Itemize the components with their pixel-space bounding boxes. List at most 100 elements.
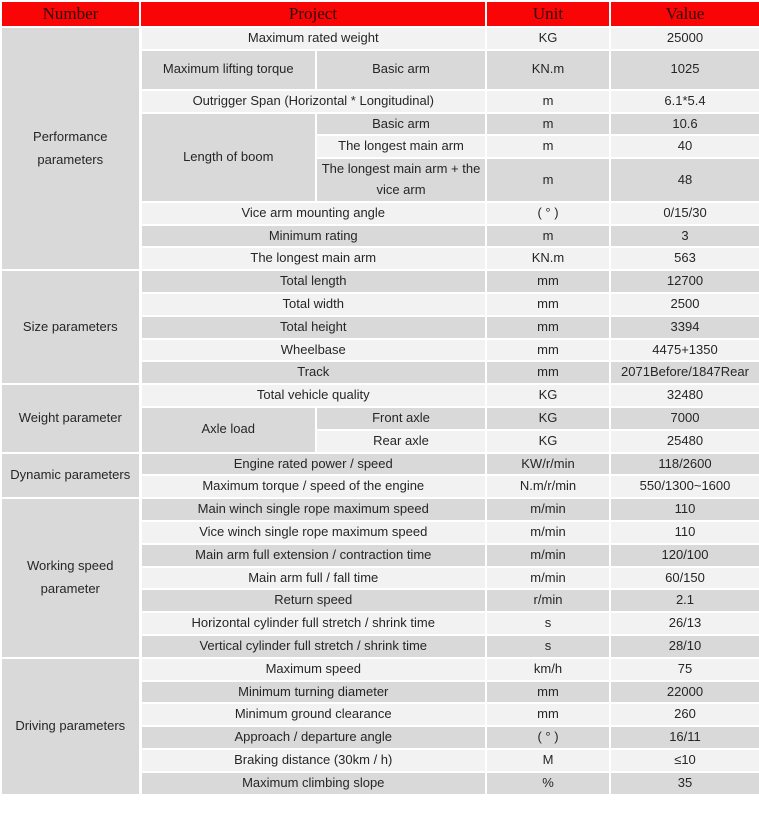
table-row: Rear axle KG 25480 <box>1 428 759 454</box>
project-cell: Main winch single rope maximum speed <box>139 497 487 522</box>
table-row: Outrigger Span (Horizontal * Longitudina… <box>1 88 759 114</box>
section-label-cell: Dynamic parameters <box>0 451 142 500</box>
table-row: Vice winch single rope maximum speed m/mi… <box>1 519 759 545</box>
table-row: Vice arm mounting angle( ° ) 0/15/30 <box>1 200 759 226</box>
table-row: Main arm full / fall time m/min 60/150 <box>1 565 759 591</box>
table-row: Main arm full extension / contraction ti… <box>1 542 759 568</box>
section-label-cell: Working speed parameter <box>0 497 142 659</box>
table-row: Working speed parameter Main winch single… <box>0 497 759 659</box>
project-cell: Total length <box>139 269 487 294</box>
value-cell: 6.1*5.4 <box>609 88 759 114</box>
table-row: The longest main arm KN.m 563 <box>1 246 759 272</box>
header-row: Number Project Unit Value <box>0 0 759 28</box>
table-row: Maximum climbing slope% 35 <box>1 770 759 796</box>
value-cell: 3 <box>609 223 759 249</box>
project-cell: Horizontal cylinder full stretch / shrin… <box>139 611 487 636</box>
project-cell: Approach / departure angle <box>139 725 487 750</box>
unit-cell: KW/r/min <box>485 451 611 477</box>
value-cell: 32480 <box>609 383 759 408</box>
value-cell: 260 <box>609 702 759 728</box>
value-cell: 10.6 <box>609 111 759 137</box>
project-cell: Maximum speed <box>139 656 487 682</box>
table-row: Horizontal cylinder full stretch / shrin… <box>1 611 759 636</box>
unit-cell: m/min <box>485 519 611 545</box>
value-cell: 118/2600 <box>609 451 759 477</box>
table-row: Axle load Front axle KG 7000 <box>1 405 759 454</box>
table-row: Total width mm 2500 <box>1 291 759 317</box>
table-body: Performance parameters Maximum rated weig… <box>0 25 759 796</box>
unit-cell: s <box>485 633 611 659</box>
value-cell: 0/15/30 <box>609 200 759 226</box>
table-row: Minimum ground clearance mm 260 <box>1 702 759 728</box>
value-cell: 7000 <box>609 405 759 431</box>
section-label-cell: Driving parameters <box>0 656 142 796</box>
table-row: The longest main arm + the vice arm m 48 <box>1 157 759 203</box>
project-cell: Engine rated power / speed <box>139 451 487 477</box>
project-cell: Track <box>139 360 487 386</box>
table-row: Minimum turning diameter mm 22000 <box>1 679 759 705</box>
table-row: Braking distance (30km / h) M ≤10 <box>1 747 759 773</box>
value-cell: 1025 <box>609 48 759 91</box>
value-cell: 110 <box>609 497 759 522</box>
unit-cell: m <box>485 134 611 160</box>
project-cell: Total height <box>139 314 487 340</box>
table-row: Approach / departure angle( ° ) 16/11 <box>1 725 759 750</box>
unit-cell: mm <box>485 702 611 728</box>
project-sub-cell: Front axle <box>315 405 487 431</box>
project-group-cell: Length of boom <box>139 111 317 203</box>
value-cell: 110 <box>609 519 759 545</box>
project-sub-cell: Basic arm <box>315 48 487 91</box>
table-row: Driving parameters Maximum speed km/h 75 <box>0 656 759 796</box>
header-cell-value: Value <box>609 0 759 28</box>
table-row: The longest main arm m 40 <box>1 134 759 160</box>
unit-cell: m <box>485 111 611 137</box>
project-cell: Total vehicle quality <box>139 383 487 408</box>
table-row: Total height mm 3394 <box>1 314 759 340</box>
value-cell: 550/1300~1600 <box>609 474 759 500</box>
unit-cell: m/min <box>485 565 611 591</box>
table-row: Weight parameter Total vehicle quality KG 3… <box>0 383 759 454</box>
project-cell: Vice winch single rope maximum speed <box>139 519 487 545</box>
project-cell: Outrigger Span (Horizontal * Longitudina… <box>139 88 487 114</box>
value-cell: 25480 <box>609 428 759 454</box>
project-cell: Braking distance (30km / h) <box>139 747 487 773</box>
project-cell: Maximum climbing slope <box>139 770 487 796</box>
project-group-cell: Maximum lifting torque <box>139 48 317 91</box>
unit-cell: m <box>485 223 611 249</box>
value-cell: 16/11 <box>609 725 759 750</box>
section-label-cell: Performance parameters <box>0 25 142 272</box>
unit-cell: m <box>485 88 611 114</box>
unit-cell: KG <box>485 405 611 431</box>
project-cell: Minimum rating <box>139 223 487 249</box>
table-row: Track mm 2071Before/1847Rear <box>1 360 759 386</box>
project-cell: Wheelbase <box>139 337 487 363</box>
project-sub-cell: Rear axle <box>315 428 487 454</box>
value-cell: 3394 <box>609 314 759 340</box>
header-cell-number: Number <box>0 0 141 28</box>
table-row: Dynamic parameters Engine rated power / s… <box>0 451 759 500</box>
project-sub-cell: Basic arm <box>315 111 487 137</box>
value-cell: 40 <box>609 134 759 160</box>
project-cell: Main arm full extension / contraction ti… <box>139 542 487 568</box>
value-cell: 60/150 <box>609 565 759 591</box>
value-cell: 26/13 <box>609 611 759 636</box>
value-cell: 2500 <box>609 291 759 317</box>
unit-cell: mm <box>485 679 611 705</box>
value-cell: 35 <box>609 770 759 796</box>
unit-cell: KG <box>485 26 611 51</box>
value-cell: 2071Before/1847Rear <box>609 360 759 386</box>
unit-cell: KN.m <box>485 246 611 272</box>
section-label-cell: Size parameters <box>0 269 142 386</box>
unit-cell: m <box>485 157 611 203</box>
table-row: Maximum torque / speed of the engine N.m/… <box>1 474 759 500</box>
value-cell: 4475+1350 <box>609 337 759 363</box>
project-cell: Maximum torque / speed of the engine <box>139 474 487 500</box>
project-cell: Minimum turning diameter <box>139 679 487 705</box>
unit-cell: N.m/r/min <box>485 474 611 500</box>
unit-cell: m/min <box>485 542 611 568</box>
unit-cell: r/min <box>485 588 611 614</box>
unit-cell: KG <box>485 428 611 454</box>
unit-cell: KG <box>485 383 611 408</box>
value-cell: 48 <box>609 157 759 203</box>
project-sub-cell: The longest main arm <box>315 134 487 160</box>
